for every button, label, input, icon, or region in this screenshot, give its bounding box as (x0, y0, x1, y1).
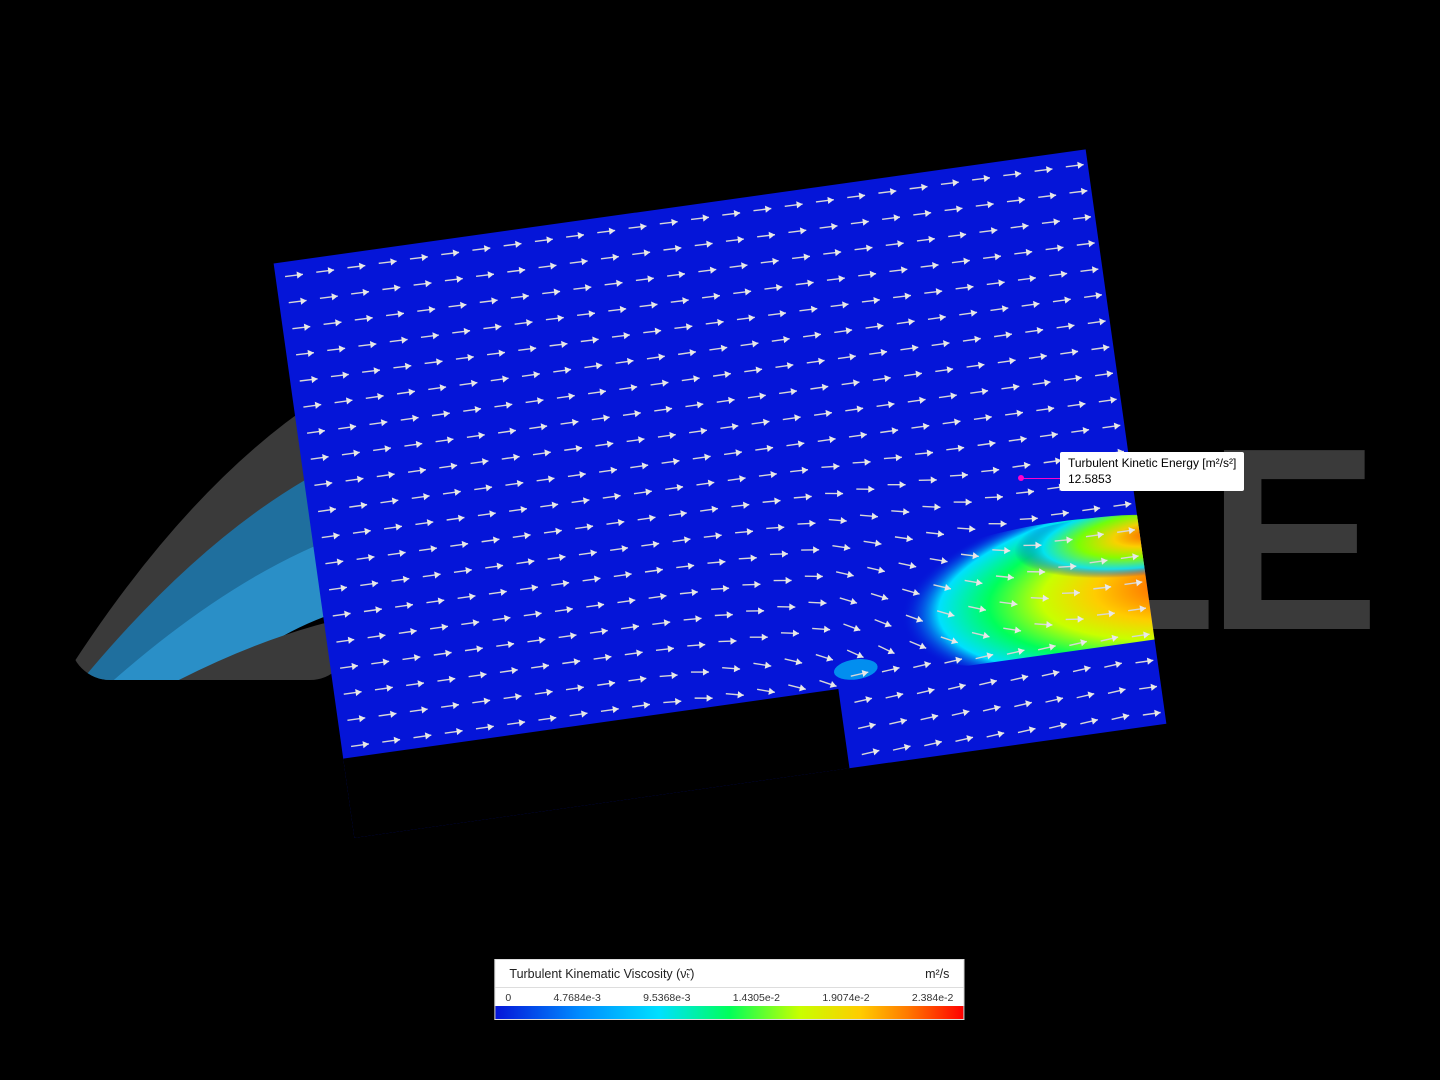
tooltip-value: 12.5853 (1068, 472, 1236, 488)
probe-tooltip: Turbulent Kinetic Energy [m²/s²] 12.5853 (1060, 452, 1244, 491)
legend-tick: 0 (505, 992, 511, 1004)
legend-tick: 1.4305e-2 (733, 992, 780, 1004)
legend-title: Turbulent Kinematic Viscosity (ν̃ₜ) (509, 966, 694, 981)
simulation-viewport[interactable] (310, 204, 1130, 784)
legend-tick: 9.5368e-3 (643, 992, 690, 1004)
legend-tick: 2.384e-2 (912, 992, 953, 1004)
legend-tick: 4.7684e-3 (554, 992, 601, 1004)
color-legend[interactable]: Turbulent Kinematic Viscosity (ν̃ₜ) m²/s… (494, 959, 964, 1020)
tooltip-label: Turbulent Kinetic Energy [m²/s²] (1068, 456, 1236, 472)
legend-gradient-bar (494, 1006, 964, 1020)
legend-ticks: 0 4.7684e-3 9.5368e-3 1.4305e-2 1.9074e-2 2.3… (494, 988, 964, 1006)
flow-domain (274, 149, 1167, 837)
legend-tick: 1.9074e-2 (822, 992, 869, 1004)
legend-unit: m²/s (925, 967, 949, 981)
legend-header[interactable]: Turbulent Kinematic Viscosity (ν̃ₜ) m²/s (494, 959, 964, 988)
